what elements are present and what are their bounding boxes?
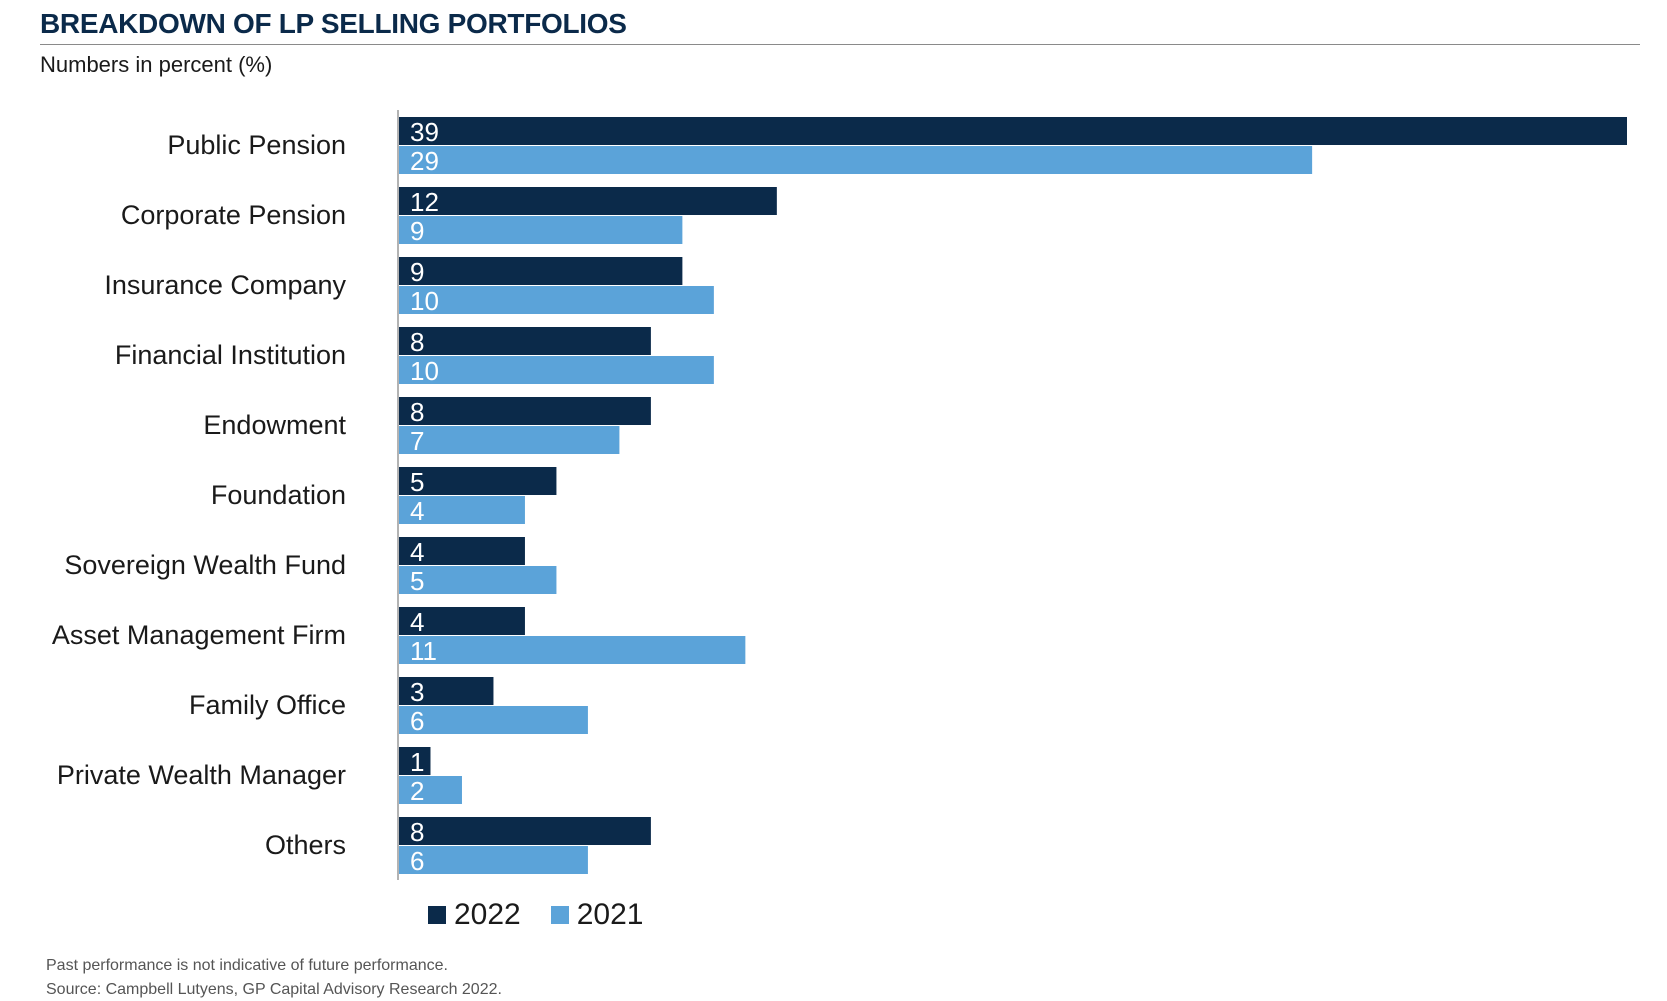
title-divider [40, 44, 1640, 45]
bar-2021 [399, 846, 588, 874]
bar-value-label-2021: 7 [410, 426, 424, 456]
bar-value-label-2022: 8 [410, 327, 424, 357]
legend-item-2021: 2021 [550, 898, 644, 932]
category-label: Private Wealth Manager [57, 760, 346, 790]
bar-2022 [399, 397, 651, 425]
bar-value-label-2021: 6 [410, 706, 424, 736]
category-label: Endowment [203, 410, 346, 440]
category-label: Public Pension [167, 130, 346, 160]
bar-value-label-2022: 12 [410, 187, 439, 217]
bar-2021 [399, 286, 714, 314]
bar-2021 [399, 566, 557, 594]
bar-2022 [399, 817, 651, 845]
bar-value-label-2021: 9 [410, 216, 424, 246]
bar-value-label-2022: 5 [410, 467, 424, 497]
category-label: Foundation [211, 480, 346, 510]
bar-2021 [399, 776, 462, 804]
bar-2022 [399, 187, 777, 215]
bar-2022 [399, 607, 525, 635]
bar-value-label-2021: 6 [410, 846, 424, 876]
bar-2021 [399, 146, 1313, 174]
bar-value-label-2021: 4 [410, 496, 424, 526]
bar-value-label-2022: 8 [410, 397, 424, 427]
legend-item-2022: 2022 [428, 898, 521, 932]
bar-2021 [399, 216, 683, 244]
bar-value-label-2021: 10 [410, 356, 439, 386]
footnote-source: Source: Campbell Lutyens, GP Capital Adv… [46, 981, 502, 998]
bar-2022 [399, 117, 1627, 145]
bar-2021 [399, 706, 588, 734]
chart-legend: 2022 2021 [428, 898, 674, 932]
bar-value-label-2022: 8 [410, 817, 424, 847]
category-label: Insurance Company [104, 270, 346, 300]
bar-value-label-2022: 4 [410, 537, 424, 567]
legend-swatch-2022 [428, 906, 446, 924]
bar-value-label-2021: 10 [410, 286, 439, 316]
bar-2021 [399, 636, 746, 664]
bar-value-label-2022: 1 [410, 747, 424, 777]
bar-value-label-2022: 9 [410, 257, 424, 287]
bar-value-label-2021: 11 [410, 636, 437, 666]
bar-2021 [399, 426, 620, 454]
bar-2022 [399, 747, 431, 775]
bar-value-label-2022: 4 [410, 607, 424, 637]
legend-swatch-2021 [550, 906, 569, 924]
bar-value-label-2022: 3 [410, 677, 424, 707]
chart-title: BREAKDOWN OF LP SELLING PORTFOLIOS [40, 8, 627, 39]
bar-2021 [399, 356, 714, 384]
bar-2022 [399, 467, 557, 495]
bar-value-label-2021: 2 [410, 776, 424, 806]
legend-label-2022: 2022 [454, 898, 521, 931]
bar-2021 [399, 496, 525, 524]
bar-2022 [399, 677, 494, 705]
bar-2022 [399, 537, 525, 565]
category-label: Asset Management Firm [52, 620, 346, 650]
category-label: Sovereign Wealth Fund [64, 550, 346, 580]
footnote-disclaimer: Past performance is not indicative of fu… [46, 957, 448, 974]
category-label: Others [265, 830, 346, 860]
bar-value-label-2022: 39 [410, 117, 439, 147]
bar-value-label-2021: 5 [410, 566, 424, 596]
chart-subtitle: Numbers in percent (%) [40, 52, 273, 77]
legend-label-2021: 2021 [576, 898, 644, 931]
bar-value-label-2021: 29 [410, 146, 439, 176]
category-label: Family Office [189, 690, 346, 720]
bar-2022 [399, 257, 683, 285]
category-label: Corporate Pension [121, 200, 346, 230]
bar-2022 [399, 327, 651, 355]
category-label: Financial Institution [115, 340, 346, 370]
